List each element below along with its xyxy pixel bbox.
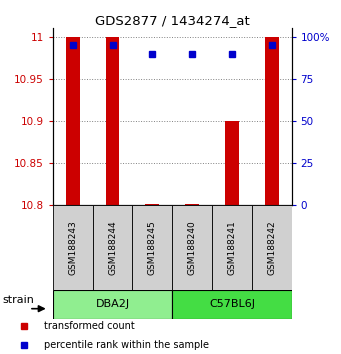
Text: strain: strain bbox=[3, 295, 34, 305]
Text: GSM188245: GSM188245 bbox=[148, 221, 157, 275]
Bar bbox=[172, 290, 292, 319]
Bar bbox=[185, 204, 199, 205]
Text: percentile rank within the sample: percentile rank within the sample bbox=[44, 340, 209, 350]
Text: GSM188241: GSM188241 bbox=[227, 221, 236, 275]
Bar bbox=[252, 205, 292, 290]
Title: GDS2877 / 1434274_at: GDS2877 / 1434274_at bbox=[95, 14, 250, 27]
Bar bbox=[53, 290, 172, 319]
Text: DBA2J: DBA2J bbox=[95, 299, 130, 309]
Bar bbox=[66, 37, 80, 205]
Text: GSM188242: GSM188242 bbox=[267, 221, 276, 275]
Bar bbox=[106, 37, 119, 205]
Text: transformed count: transformed count bbox=[44, 321, 135, 331]
Bar bbox=[212, 205, 252, 290]
Text: GSM188243: GSM188243 bbox=[68, 221, 77, 275]
Bar bbox=[93, 205, 132, 290]
Text: GSM188244: GSM188244 bbox=[108, 221, 117, 275]
Bar bbox=[53, 205, 93, 290]
Bar bbox=[172, 205, 212, 290]
Text: C57BL6J: C57BL6J bbox=[209, 299, 255, 309]
Bar bbox=[132, 205, 172, 290]
Bar bbox=[145, 204, 159, 205]
Bar bbox=[225, 121, 239, 205]
Bar bbox=[265, 37, 279, 205]
Text: GSM188240: GSM188240 bbox=[188, 221, 197, 275]
